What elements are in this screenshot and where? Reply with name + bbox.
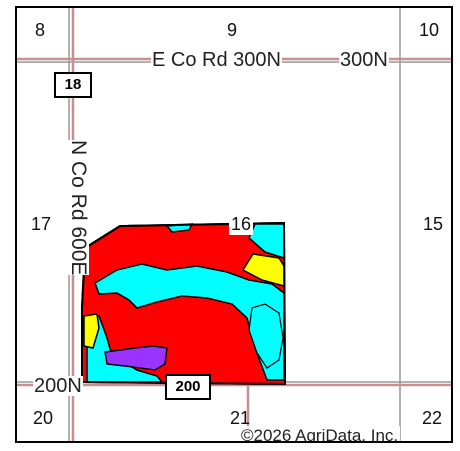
section-label-10: 10 <box>419 20 440 40</box>
route-shield-200: 200 <box>165 374 211 400</box>
section-label-15: 15 <box>423 214 444 234</box>
field-red-island[interactable] <box>248 303 284 369</box>
road-label-n-co-rd-600e: N Co Rd 600E <box>67 140 90 276</box>
section-label-9: 9 <box>227 20 238 40</box>
road-label-e-co-rd-300n: E Co Rd 300N <box>151 50 282 70</box>
field-purple-zone[interactable] <box>104 345 168 371</box>
section-label-22: 22 <box>422 408 443 428</box>
field-cyan-zone-main[interactable] <box>94 263 285 381</box>
road-label-300n: 300N <box>339 49 389 71</box>
section-label-17: 17 <box>31 214 52 234</box>
route-shield-18: 18 <box>54 72 92 98</box>
field-yellow-zone-left[interactable] <box>83 313 100 349</box>
section-label-16: 16 <box>229 214 254 235</box>
map-frame: 8 9 10 17 16 15 20 21 22 E Co Rd 300N 30… <box>15 6 453 443</box>
section-label-8: 8 <box>35 20 46 40</box>
copyright-notice: ©2026 AgriData, Inc. <box>239 426 401 441</box>
section-label-20: 20 <box>33 408 54 428</box>
road-label-200n: 200N <box>33 375 83 397</box>
road-label-e-co-rd-text: E Co Rd 300N <box>152 49 281 71</box>
section-label-21: 21 <box>230 408 251 428</box>
